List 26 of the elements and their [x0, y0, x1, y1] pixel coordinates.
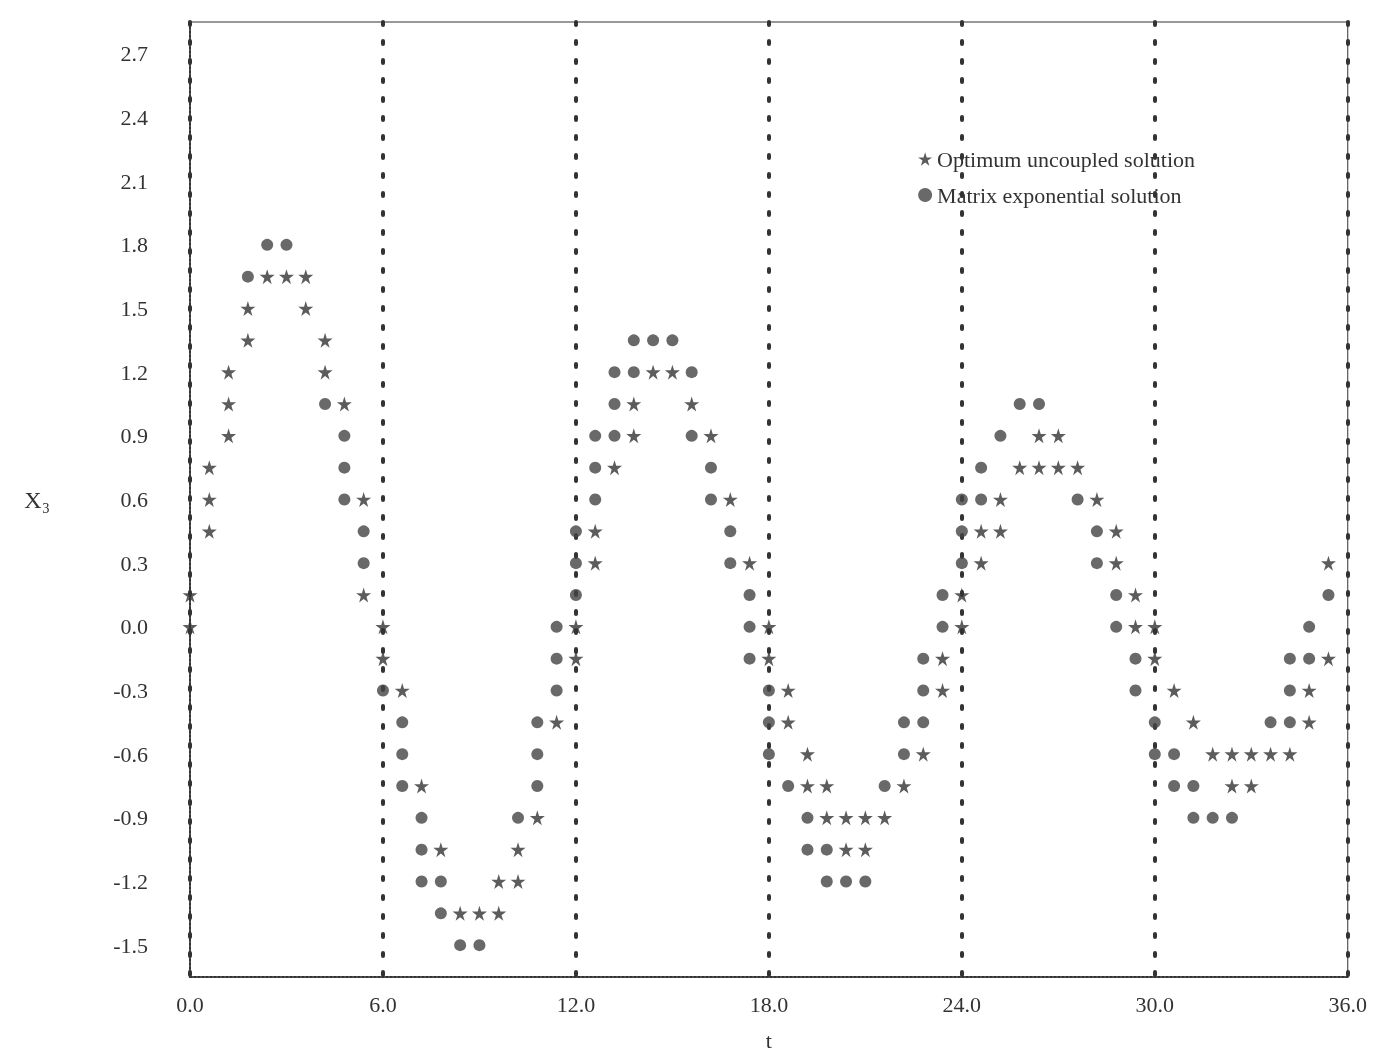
x-tick-label: 0.0 [176, 991, 204, 1017]
x-tick-label: 6.0 [369, 991, 397, 1017]
y-tick-label: 2.7 [120, 41, 148, 67]
x-tick-label: 24.0 [942, 991, 982, 1017]
y-tick-label: 1.8 [120, 232, 148, 258]
y-tick-label: 0.0 [120, 614, 148, 640]
x-tick-label: 18.0 [749, 991, 789, 1017]
y-tick-label: -1.2 [113, 869, 148, 894]
legend-label: Optimum uncoupled solution [937, 146, 1196, 172]
y-tick-label: -0.9 [113, 805, 148, 831]
y-tick-label: 2.1 [120, 168, 148, 194]
y-tick-label: 1.2 [120, 359, 148, 385]
x-axis-title: t [765, 1027, 772, 1053]
y-tick-label: 0.9 [120, 423, 148, 449]
y-axis-title: X₃ [24, 486, 50, 513]
y-tick-label: 0.6 [120, 487, 148, 512]
legend-label: Matrix exponential solution [937, 182, 1182, 208]
y-tick-label: 2.4 [120, 105, 148, 130]
x-tick-label: 12.0 [556, 991, 596, 1017]
y-tick-label: -1.5 [113, 932, 148, 958]
y-tick-label: 0.3 [120, 550, 148, 576]
y-tick-label: -0.3 [113, 678, 148, 703]
y-tick-label: -0.6 [113, 741, 148, 767]
y-tick-label: 1.5 [120, 296, 148, 321]
x-tick-label: 36.0 [1328, 991, 1367, 1017]
x-tick-label: 30.0 [1135, 991, 1175, 1017]
